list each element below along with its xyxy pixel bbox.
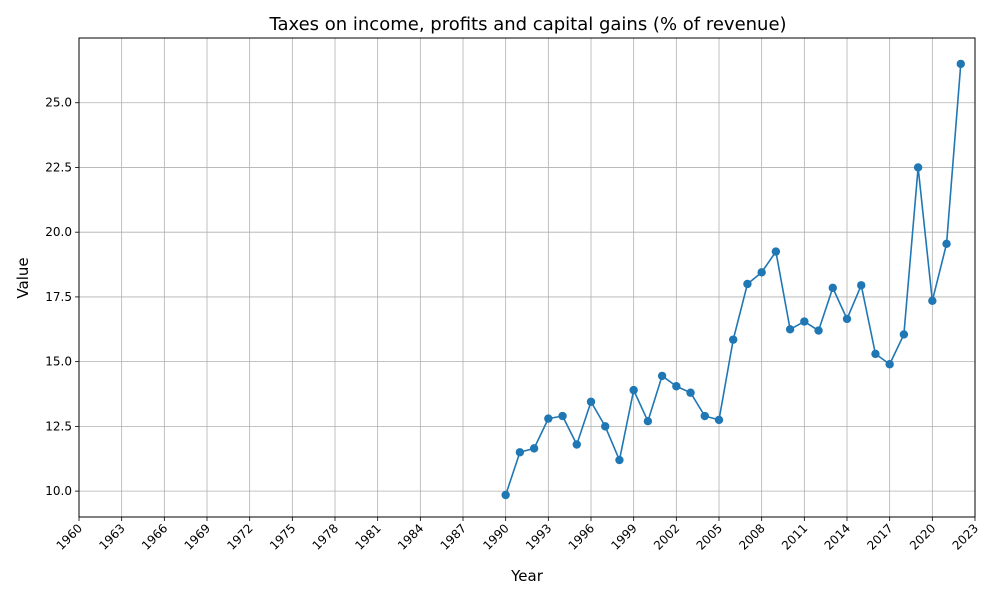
x-tick-label: 1960: [54, 521, 85, 552]
y-tick-label: 22.5: [45, 160, 72, 174]
x-tick-label: 2011: [779, 521, 810, 552]
data-point: [572, 440, 581, 449]
x-tick-label: 1963: [96, 521, 127, 552]
data-point: [643, 417, 653, 426]
x-tick-label: 1993: [523, 521, 554, 552]
x-tick-label: 1999: [608, 521, 639, 552]
x-tick-label: 2020: [907, 521, 938, 552]
data-point: [501, 490, 510, 500]
data-point: [885, 360, 894, 369]
data-point: [913, 163, 923, 172]
data-point: [757, 268, 766, 277]
data-point: [828, 283, 837, 293]
data-point: [657, 371, 667, 381]
y-tick-label: 15.0: [45, 355, 72, 369]
y-axis-title: Value: [14, 257, 32, 298]
data-point: [743, 279, 752, 289]
data-point: [615, 455, 624, 465]
data-point: [629, 385, 638, 395]
x-tick-label: 2017: [864, 521, 895, 552]
x-tick-label: 1969: [182, 521, 213, 552]
chart-title: Taxes on income, profits and capital gai…: [268, 14, 786, 35]
data-point: [785, 325, 795, 334]
data-point: [842, 314, 852, 324]
data-point: [601, 422, 610, 431]
x-tick-label: 1975: [267, 521, 298, 552]
x-tick-label: 2014: [822, 521, 853, 552]
x-tick-label: 1981: [352, 521, 383, 552]
grid-lines: [78, 38, 976, 517]
data-series: [501, 59, 965, 500]
y-tick-label: 12.5: [45, 419, 72, 433]
data-point: [544, 414, 553, 423]
data-point: [942, 239, 951, 249]
data-point: [700, 411, 709, 421]
data-point: [515, 448, 525, 457]
axes: 1960 1963 1966 1969 1972 1975 1978 1981 1984 1987…: [45, 96, 981, 553]
x-tick-label: 1966: [139, 521, 170, 552]
data-point: [714, 415, 724, 425]
x-tick-label: 1996: [566, 521, 597, 552]
data-point: [956, 59, 965, 69]
data-point: [814, 326, 823, 335]
x-tick-label: 1978: [310, 521, 341, 552]
data-point: [857, 281, 866, 290]
x-tick-label: 1972: [224, 521, 255, 552]
data-point: [871, 349, 880, 359]
x-tick-label: 2023: [950, 521, 981, 552]
data-point: [771, 247, 781, 256]
x-tick-label: 1990: [480, 521, 511, 552]
x-tick-label: 2008: [736, 521, 767, 552]
x-tick-label: 1984: [395, 521, 426, 552]
y-tick-label: 25.0: [45, 96, 72, 110]
y-tick-label: 10.0: [45, 484, 72, 498]
data-point: [586, 397, 596, 406]
x-tick-label: 2002: [651, 521, 682, 552]
data-point: [800, 317, 809, 326]
plot-frame: [78, 37, 976, 518]
data-point: [529, 444, 539, 453]
data-point: [729, 335, 738, 344]
data-point: [686, 388, 695, 397]
data-point: [928, 296, 937, 306]
x-tick-label: 2005: [694, 521, 725, 552]
x-tick-label: 1987: [438, 521, 469, 552]
y-tick-label: 17.5: [45, 290, 72, 304]
y-tick-label: 20.0: [45, 225, 72, 239]
x-axis-title: Year: [510, 567, 544, 585]
series-line: [504, 63, 962, 496]
data-point: [672, 382, 681, 391]
data-point: [558, 411, 567, 421]
data-point: [899, 330, 909, 339]
